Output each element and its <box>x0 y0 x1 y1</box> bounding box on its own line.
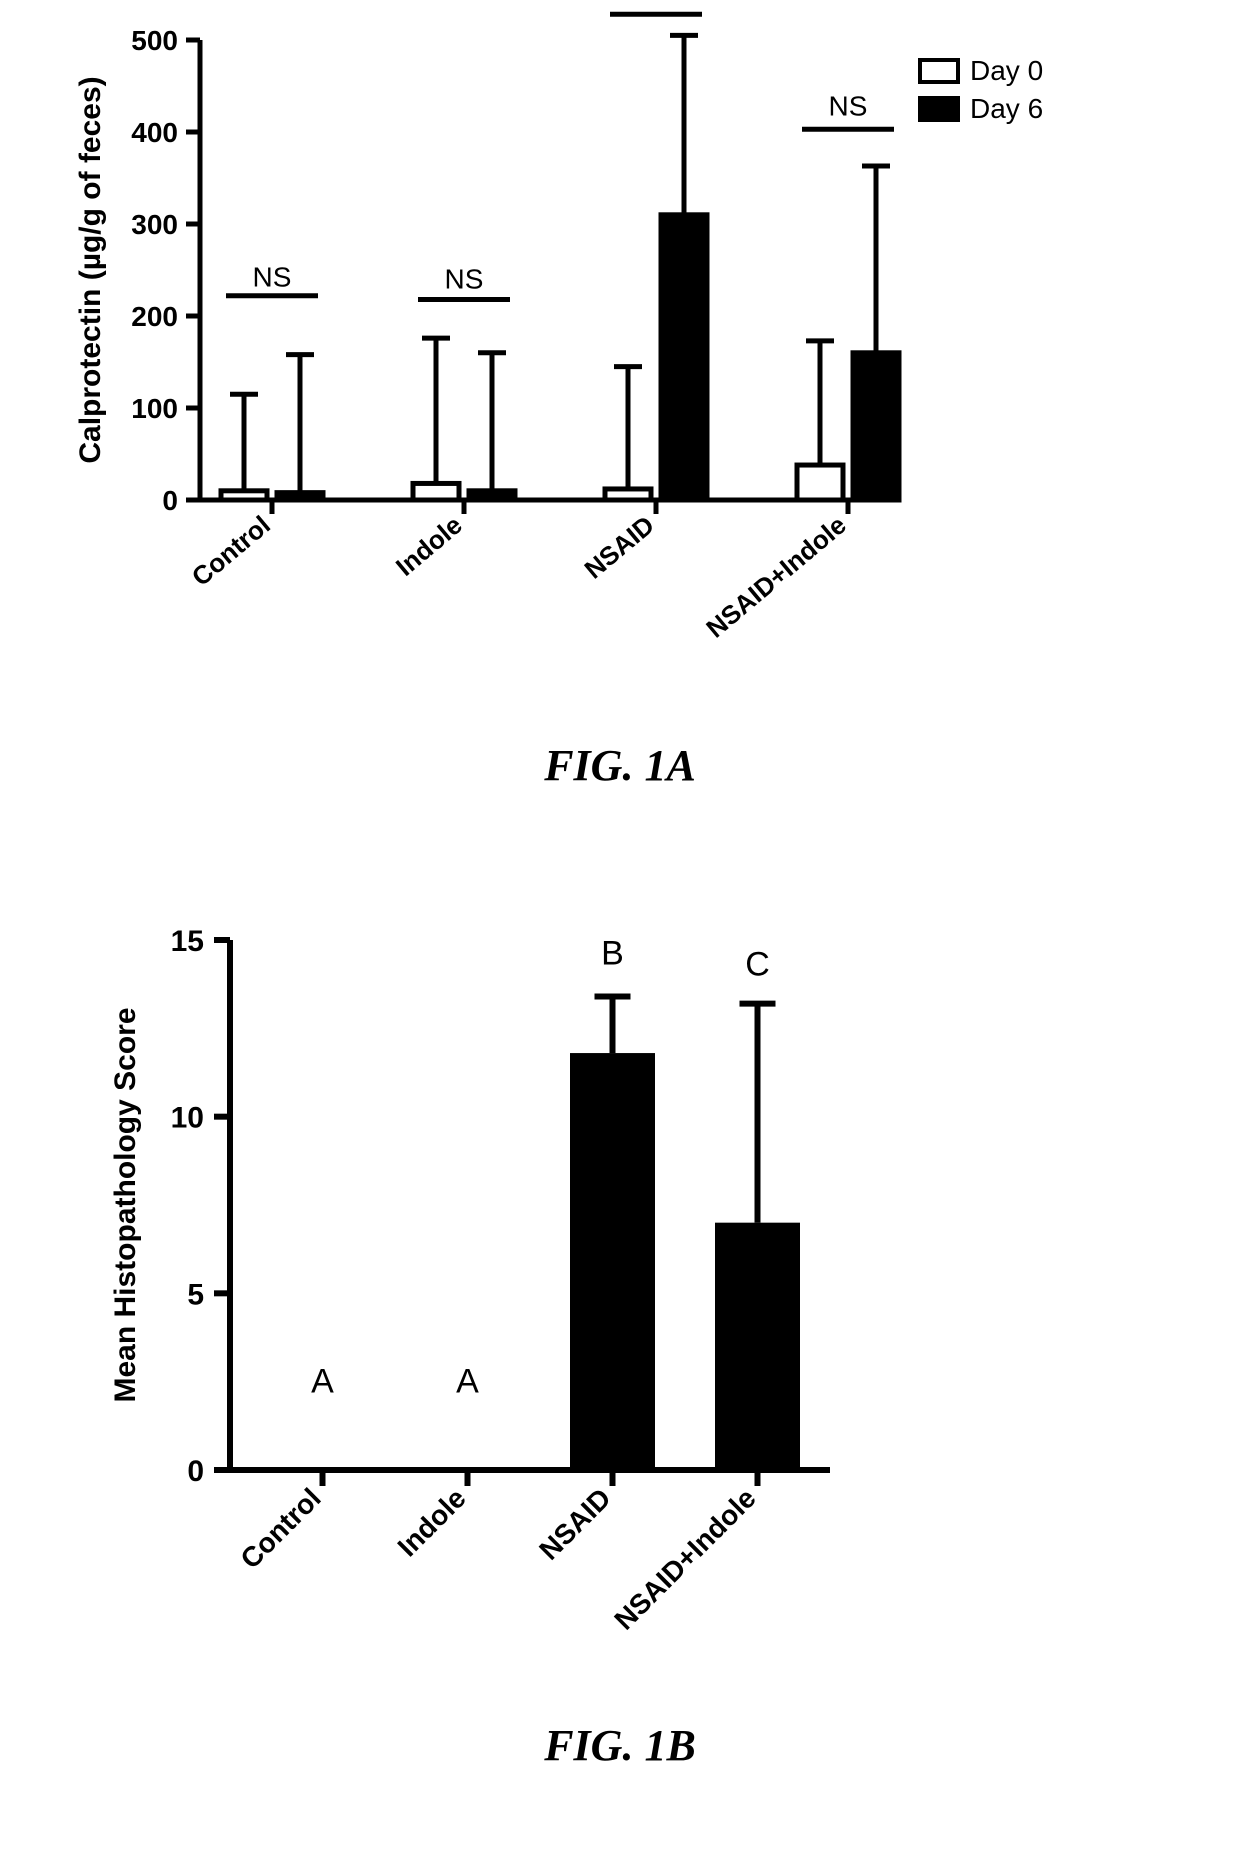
svg-text:0: 0 <box>187 1455 204 1488</box>
svg-text:B: B <box>601 935 624 973</box>
svg-text:C: C <box>745 945 770 983</box>
svg-text:Mean Histopathology Score: Mean Histopathology Score <box>109 1007 142 1402</box>
svg-text:NS: NS <box>445 263 484 294</box>
svg-text:NS: NS <box>253 262 292 293</box>
figure-b-caption: FIG. 1B <box>0 1720 1240 1771</box>
svg-text:NSAID+Indole: NSAID+Indole <box>608 1482 761 1635</box>
svg-text:Control: Control <box>186 510 276 592</box>
svg-text:10: 10 <box>171 1102 204 1135</box>
svg-text:0: 0 <box>162 485 178 516</box>
figure-a-svg: 0 100 200 300 400 500 Calprotectin (µg/g of fe… <box>0 0 1240 780</box>
figure-a-caption: FIG. 1A <box>0 740 1240 791</box>
svg-text:NSAID+Indole: NSAID+Indole <box>700 510 852 644</box>
svg-text:NS: NS <box>829 90 868 121</box>
svg-text:P=0.0095: P=0.0095 <box>596 0 717 4</box>
svg-text:NSAID: NSAID <box>533 1482 617 1566</box>
svg-text:Indole: Indole <box>392 1482 472 1562</box>
svg-text:A: A <box>456 1362 479 1400</box>
svg-text:Indole: Indole <box>390 510 468 582</box>
svg-text:Day 6: Day 6 <box>970 93 1043 124</box>
svg-text:400: 400 <box>131 117 178 148</box>
svg-text:Day 0: Day 0 <box>970 55 1043 86</box>
svg-text:NSAID: NSAID <box>579 510 660 585</box>
svg-text:A: A <box>311 1362 334 1400</box>
svg-text:100: 100 <box>131 393 178 424</box>
svg-text:300: 300 <box>131 209 178 240</box>
svg-text:15: 15 <box>171 925 204 958</box>
page: 0100200300400500Calprotectin (µg/g of fe… <box>0 0 1240 1860</box>
svg-text:5: 5 <box>187 1278 204 1311</box>
svg-text:500: 500 <box>131 25 178 56</box>
svg-text:200: 200 <box>131 301 178 332</box>
svg-text:Calprotectin (µg/g of feces): Calprotectin (µg/g of feces) <box>74 76 107 463</box>
figure-b-svg: 0 5 10 15 Mean Histopathology Score Control A I… <box>0 880 1240 1780</box>
figure-a: 0 100 200 300 400 500 Calprotectin (µg/g of fe… <box>0 0 1240 780</box>
figure-b: 0 5 10 15 Mean Histopathology Score Control A I… <box>0 880 1240 1780</box>
svg-text:Control: Control <box>234 1482 326 1574</box>
